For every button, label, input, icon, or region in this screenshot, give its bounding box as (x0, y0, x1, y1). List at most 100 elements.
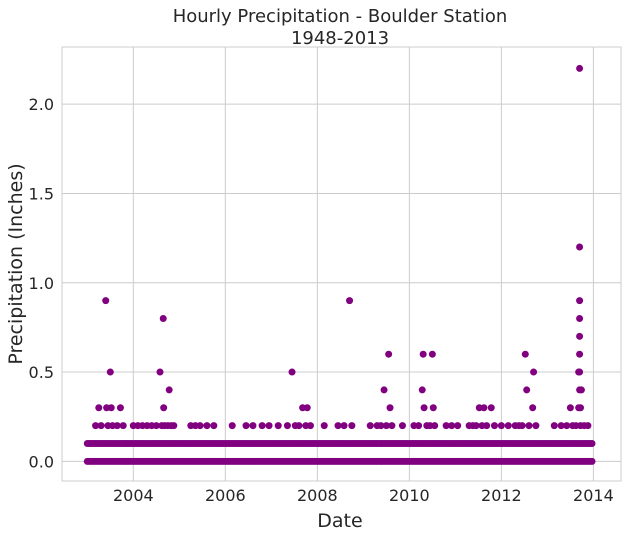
data-point (584, 422, 592, 430)
data-point (119, 422, 127, 430)
data-point (107, 404, 115, 412)
data-point (320, 422, 328, 430)
data-point (156, 368, 164, 376)
data-point (490, 422, 498, 430)
data-point (454, 422, 462, 430)
data-point (504, 422, 512, 430)
data-point (306, 422, 314, 430)
data-point (442, 422, 450, 430)
data-point (577, 404, 585, 412)
chart-title-line1: Hourly Precipitation - Boulder Station (173, 6, 508, 27)
data-point (113, 422, 121, 430)
data-point (388, 422, 396, 430)
x-tick-label: 2014 (573, 486, 614, 505)
data-point (576, 350, 584, 358)
y-axis-label: Precipitation (Inches) (5, 163, 27, 364)
y-tick-label: 1.0 (29, 274, 54, 293)
data-point (95, 404, 103, 412)
data-point (521, 350, 529, 358)
chart-title-line2: 1948-2013 (291, 28, 389, 49)
data-point (385, 350, 393, 358)
x-axis-label: Date (317, 510, 362, 532)
data-point (97, 422, 105, 430)
x-tick-label: 2004 (113, 486, 154, 505)
data-point (418, 386, 426, 394)
data-point (550, 422, 558, 430)
data-point (382, 422, 390, 430)
data-point (92, 422, 100, 430)
data-point (116, 404, 124, 412)
data-point (523, 386, 531, 394)
x-tick-labels: 2004 2006 2008 2010 2012 2014 (113, 486, 614, 505)
data-point (346, 297, 354, 305)
data-point (228, 422, 236, 430)
data-point (577, 386, 585, 394)
data-point (274, 422, 282, 430)
data-point (525, 422, 533, 430)
data-point (576, 297, 584, 305)
data-point (102, 297, 110, 305)
data-points (83, 64, 596, 465)
data-point (334, 422, 342, 430)
data-point (480, 404, 488, 412)
data-point (210, 422, 218, 430)
data-point (448, 422, 456, 430)
data-point (348, 422, 356, 430)
data-point (288, 368, 296, 376)
data-point (576, 332, 584, 340)
data-point (170, 422, 178, 430)
data-point (258, 422, 266, 430)
data-point (366, 422, 374, 430)
data-point (483, 422, 491, 430)
data-point (265, 422, 273, 430)
data-point (283, 422, 291, 430)
y-tick-label: 0.5 (29, 363, 54, 382)
data-point (576, 243, 584, 251)
data-point (532, 422, 540, 430)
data-point (415, 422, 423, 430)
y-tick-label: 0.0 (29, 452, 54, 471)
data-point (380, 386, 388, 394)
data-point (487, 404, 495, 412)
data-point (576, 64, 584, 72)
data-point (377, 422, 385, 430)
x-tick-label: 2012 (481, 486, 522, 505)
data-point (159, 314, 167, 322)
data-point (340, 422, 348, 430)
data-point (588, 439, 596, 447)
data-point (160, 404, 168, 412)
data-point (152, 422, 160, 430)
data-point (165, 386, 173, 394)
data-point (106, 368, 114, 376)
x-tick-label: 2006 (205, 486, 246, 505)
x-tick-label: 2008 (297, 486, 338, 505)
data-point (588, 457, 596, 465)
data-point (386, 404, 394, 412)
data-point (419, 350, 427, 358)
data-point (563, 422, 571, 430)
data-point (242, 422, 250, 430)
data-point (429, 404, 437, 412)
plot-frame (61, 46, 622, 482)
data-point (303, 404, 311, 412)
data-point (295, 422, 303, 430)
gridlines (62, 47, 621, 481)
y-tick-label: 2.0 (29, 95, 54, 114)
data-point (566, 404, 574, 412)
data-point (576, 314, 584, 322)
data-point (203, 422, 211, 430)
data-point (575, 368, 583, 376)
y-tick-labels: 0.0 0.5 1.0 1.5 2.0 (29, 95, 54, 471)
data-point (431, 422, 439, 430)
data-point (530, 368, 538, 376)
data-point (196, 422, 204, 430)
data-point (518, 422, 526, 430)
data-point (428, 350, 436, 358)
y-tick-label: 1.5 (29, 184, 54, 203)
data-point (472, 422, 480, 430)
data-point (249, 422, 257, 430)
data-point (398, 422, 406, 430)
data-point (420, 404, 428, 412)
data-point (529, 404, 537, 412)
